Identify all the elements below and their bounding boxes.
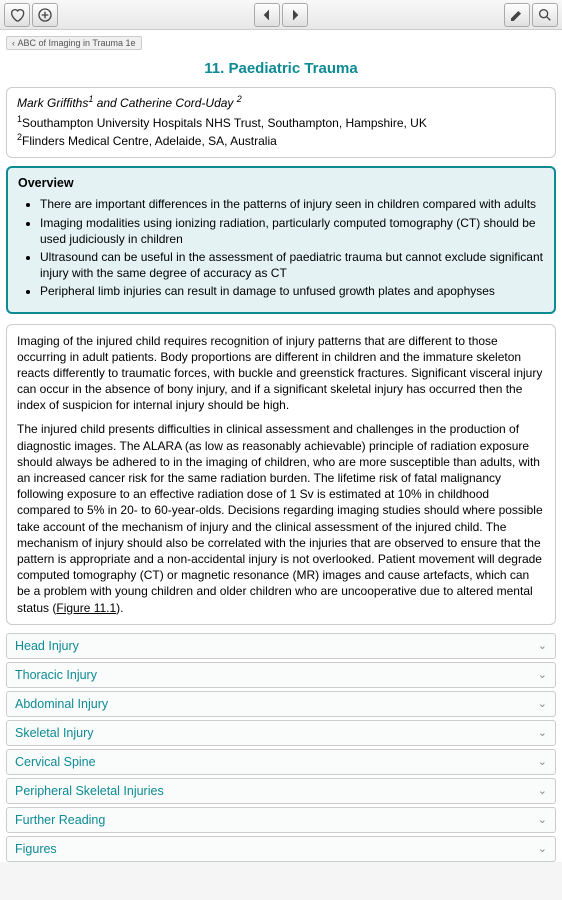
plus-circle-icon <box>37 7 53 23</box>
section-label: Cervical Spine <box>15 755 96 769</box>
section-row[interactable]: Peripheral Skeletal Injuries ⌄ <box>6 778 556 804</box>
back-button[interactable] <box>254 3 280 27</box>
section-label: Further Reading <box>15 813 105 827</box>
overview-box: Overview There are important differences… <box>6 166 556 313</box>
section-row[interactable]: Thoracic Injury ⌄ <box>6 662 556 688</box>
section-label: Skeletal Injury <box>15 726 94 740</box>
overview-item: There are important differences in the p… <box>40 196 544 212</box>
arrow-right-icon <box>287 7 303 23</box>
pencil-icon <box>509 7 525 23</box>
chevron-down-icon: ⌄ <box>538 813 547 826</box>
authors: Mark Griffiths1 and Catherine Cord-Uday … <box>17 94 545 110</box>
favorite-button[interactable] <box>4 3 30 27</box>
section-label: Abdominal Injury <box>15 697 108 711</box>
section-row[interactable]: Figures ⌄ <box>6 836 556 862</box>
author-box: Mark Griffiths1 and Catherine Cord-Uday … <box>6 87 556 158</box>
section-row[interactable]: Skeletal Injury ⌄ <box>6 720 556 746</box>
overview-item: Imaging modalities using ionizing radiat… <box>40 215 544 247</box>
section-label: Thoracic Injury <box>15 668 97 682</box>
search-button[interactable] <box>532 3 558 27</box>
chevron-down-icon: ⌄ <box>538 755 547 768</box>
section-row[interactable]: Further Reading ⌄ <box>6 807 556 833</box>
chevron-down-icon: ⌄ <box>538 639 547 652</box>
figure-link[interactable]: Figure 11.1 <box>56 601 116 615</box>
section-row[interactable]: Abdominal Injury ⌄ <box>6 691 556 717</box>
section-label: Head Injury <box>15 639 79 653</box>
section-row[interactable]: Head Injury ⌄ <box>6 633 556 659</box>
heart-icon <box>9 7 25 23</box>
overview-list: There are important differences in the p… <box>18 196 544 299</box>
section-label: Peripheral Skeletal Injuries <box>15 784 164 798</box>
add-button[interactable] <box>32 3 58 27</box>
affiliation-2: 2Flinders Medical Centre, Adelaide, SA, … <box>17 131 545 149</box>
chevron-down-icon: ⌄ <box>538 668 547 681</box>
paragraph: The injured child presents difficulties … <box>17 421 545 615</box>
overview-item: Ultrasound can be useful in the assessme… <box>40 249 544 281</box>
paragraph: Imaging of the injured child requires re… <box>17 333 545 414</box>
arrow-left-icon <box>259 7 275 23</box>
body-text: Imaging of the injured child requires re… <box>6 324 556 625</box>
chevron-down-icon: ⌄ <box>538 726 547 739</box>
forward-button[interactable] <box>282 3 308 27</box>
search-icon <box>537 7 553 23</box>
chevron-down-icon: ⌄ <box>538 784 547 797</box>
edit-button[interactable] <box>504 3 530 27</box>
page-title: 11. Paediatric Trauma <box>0 54 562 87</box>
section-row[interactable]: Cervical Spine ⌄ <box>6 749 556 775</box>
chevron-down-icon: ⌄ <box>538 697 547 710</box>
breadcrumb-label: ABC of Imaging in Trauma 1e <box>18 38 136 48</box>
overview-item: Peripheral limb injuries can result in d… <box>40 283 544 299</box>
affiliation-1: 1Southampton University Hospitals NHS Tr… <box>17 113 545 131</box>
breadcrumb-back[interactable]: ‹ ABC of Imaging in Trauma 1e <box>6 36 142 50</box>
section-label: Figures <box>15 842 57 856</box>
chevron-down-icon: ⌄ <box>538 842 547 855</box>
toolbar <box>0 0 562 30</box>
overview-heading: Overview <box>18 176 544 190</box>
breadcrumb: ‹ ABC of Imaging in Trauma 1e <box>0 30 562 54</box>
